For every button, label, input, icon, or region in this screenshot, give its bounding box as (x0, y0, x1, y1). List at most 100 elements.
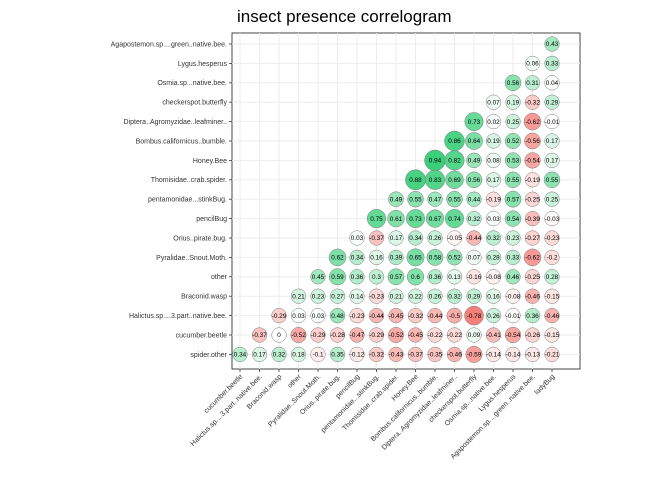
correlation-circle (466, 230, 482, 246)
correlation-value-label: 0.23 (507, 235, 520, 242)
correlation-value-label: -0.16 (467, 274, 482, 281)
correlation-value-label: -0.52 (291, 332, 306, 339)
correlation-circle (407, 327, 424, 343)
correlation-circle (544, 308, 560, 324)
correlation-circle (505, 346, 521, 362)
correlation-value-label: 0.26 (429, 293, 442, 300)
correlation-circle (544, 288, 560, 304)
correlation-circle (485, 249, 502, 265)
correlation-value-label: 0.32 (468, 216, 481, 223)
correlation-circle (445, 209, 464, 229)
correlation-circle (388, 327, 404, 343)
correlation-value-label: -0.62 (525, 255, 540, 262)
y-tick-label: Thomisidae..crab.spider. (151, 177, 227, 184)
correlation-value-label: -0.2 (546, 255, 557, 262)
correlation-circle (544, 346, 560, 362)
correlation-value-label: -0.37 (408, 352, 423, 359)
correlation-value-label: 0.56 (507, 80, 520, 87)
correlation-value-label: 0.32 (448, 293, 461, 300)
correlation-circle (446, 269, 463, 285)
correlation-value-label: 0.83 (429, 177, 442, 184)
correlation-circle (446, 307, 463, 324)
correlation-value-label: 0.39 (390, 255, 403, 262)
correlation-circle (524, 55, 541, 71)
correlation-circle (544, 230, 560, 246)
correlation-circle (524, 211, 541, 227)
correlation-circle (466, 191, 482, 207)
correlation-value-label: -0.08 (506, 293, 521, 300)
correlation-value-label: 0.27 (331, 293, 344, 300)
correlation-value-label: -0.46 (447, 352, 462, 359)
correlation-value-label: 0.19 (507, 99, 520, 106)
correlation-circle (524, 288, 541, 304)
correlation-circle (466, 152, 482, 169)
correlation-value-label: -0.25 (525, 274, 540, 281)
correlation-circle (349, 327, 365, 343)
correlation-value-label: 0.75 (370, 216, 383, 223)
correlation-value-label: 0.17 (487, 177, 500, 184)
correlation-circle (368, 249, 385, 265)
correlation-value-label: -0.32 (525, 99, 540, 106)
correlation-circle (232, 346, 248, 362)
correlation-value-label: -0.23 (350, 313, 365, 320)
correlation-circle (407, 308, 424, 324)
correlation-circle (485, 94, 502, 110)
correlation-circle (407, 191, 424, 208)
correlation-value-label: -0.39 (525, 216, 540, 223)
correlation-value-label: 0.44 (468, 196, 481, 203)
correlation-value-label: 0.57 (507, 196, 520, 203)
correlation-circle (524, 230, 541, 246)
correlation-value-label: 0.19 (487, 138, 500, 145)
correlation-circle (427, 230, 443, 246)
y-tick-label: Agapostemon.sp....green..native.bee. (111, 41, 227, 48)
correlation-value-label: 0.17 (546, 138, 559, 145)
correlation-circle (368, 327, 385, 343)
correlation-circle (466, 211, 482, 227)
correlation-circle (485, 327, 502, 343)
correlation-value-label: 0.55 (546, 177, 559, 184)
correlation-circle (465, 171, 483, 189)
correlation-circle (485, 191, 502, 207)
correlation-circle (349, 249, 365, 265)
correlation-value-label: 0.56 (468, 177, 481, 184)
correlation-circle (388, 346, 404, 362)
correlation-circle (505, 308, 521, 324)
correlation-value-label: 0.58 (429, 255, 442, 262)
y-tick-label: cucumber.beetle (176, 332, 227, 339)
correlation-circle (446, 230, 463, 246)
correlation-circle (544, 249, 560, 265)
correlation-circle (524, 308, 541, 324)
correlation-value-label: 0.86 (448, 138, 461, 145)
correlation-value-label: -0.14 (486, 352, 501, 359)
correlation-circle (485, 133, 502, 149)
correlation-value-label: -0.08 (486, 274, 501, 281)
correlation-value-label: 0.32 (487, 235, 500, 242)
correlation-value-label: -0.21 (545, 352, 560, 359)
correlation-value-label: 0.73 (468, 119, 481, 126)
correlation-value-label: -0.01 (506, 313, 521, 320)
correlation-value-label: 0.55 (409, 196, 422, 203)
correlation-value-label: -0.29 (369, 332, 384, 339)
correlation-value-label: 0.53 (507, 158, 520, 165)
correlation-value-label: -0.43 (389, 352, 404, 359)
correlation-circle (505, 133, 521, 149)
correlation-circle (310, 308, 326, 324)
correlation-value-label: 0.06 (526, 61, 539, 68)
correlation-circle (505, 269, 521, 285)
correlation-value-label: -0.25 (525, 196, 540, 203)
correlation-value-label: 0.3 (372, 274, 381, 281)
correlation-circle (368, 346, 385, 362)
plot-panel (231, 32, 581, 370)
correlation-value-label: 0.31 (526, 80, 539, 87)
correlation-circle (544, 327, 560, 343)
correlation-circle (406, 209, 425, 229)
correlation-value-labels: 0.43 0.06 0.33 0.56 0.31 0.04 0.07 0.19 -0.32 0.2… (234, 41, 560, 358)
y-tick-label: checkerspot.butterfly (162, 100, 227, 107)
correlation-value-label: -0.46 (545, 313, 560, 320)
correlation-value-label: 0.48 (331, 313, 344, 320)
correlation-circle (524, 269, 541, 285)
correlation-circle (426, 248, 444, 266)
correlation-circle (505, 249, 521, 265)
correlation-circle (524, 327, 541, 343)
correlation-circle (310, 346, 326, 362)
